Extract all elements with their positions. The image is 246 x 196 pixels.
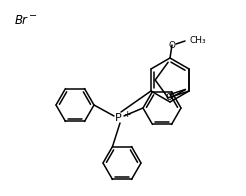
Text: −: − bbox=[29, 11, 37, 21]
Text: O: O bbox=[169, 41, 175, 50]
Text: O: O bbox=[166, 93, 173, 102]
Text: Br: Br bbox=[15, 14, 28, 26]
Text: P: P bbox=[115, 113, 121, 123]
Text: +: + bbox=[123, 110, 130, 119]
Text: CH₃: CH₃ bbox=[189, 35, 206, 44]
